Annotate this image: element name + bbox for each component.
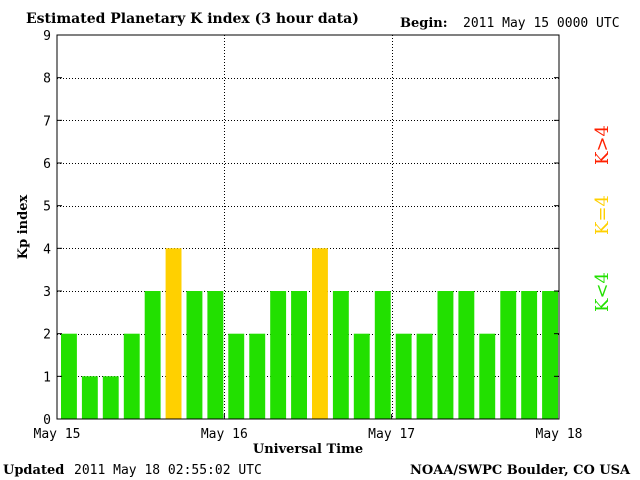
y-axis-label: Kp index — [16, 195, 31, 260]
kp-bar — [186, 291, 203, 419]
x-tick-label: May 18 — [536, 427, 583, 442]
begin-value: 2011 May 15 0000 UTC — [463, 16, 620, 31]
kp-bar — [249, 333, 266, 419]
y-tick-label: 6 — [43, 157, 51, 172]
y-axis-ticks: 0 1 2 3 4 5 6 7 8 9 — [43, 29, 559, 428]
y-tick-label: 0 — [43, 413, 51, 428]
x-axis-ticks: May 15 May 16 May 17 May 18 — [34, 414, 583, 442]
source-credit: NOAA/SWPC Boulder, CO USA — [410, 463, 631, 478]
kp-bar — [353, 333, 370, 419]
kp-bar — [542, 291, 558, 419]
kp-bar — [291, 291, 307, 419]
legend-item: K=4 — [592, 195, 613, 235]
kp-bar — [374, 291, 391, 419]
kp-bar — [416, 333, 433, 419]
y-tick-label: 7 — [43, 114, 51, 129]
kp-bar — [270, 291, 287, 419]
x-tick-label: May 17 — [368, 427, 415, 442]
x-tick-label: May 15 — [34, 427, 81, 442]
kp-bar — [165, 248, 182, 419]
begin-label: Begin: — [400, 16, 448, 31]
kp-bar — [500, 291, 517, 419]
updated-label: Updated — [3, 463, 64, 478]
grid-lines — [57, 35, 559, 419]
updated-value: 2011 May 18 02:55:02 UTC — [74, 463, 262, 478]
kp-bar — [144, 291, 161, 419]
kp-bar — [332, 291, 349, 419]
kp-bar — [458, 291, 475, 419]
kp-bar — [479, 333, 496, 419]
kp-bar — [521, 291, 538, 419]
x-tick-label: May 16 — [201, 427, 248, 442]
kp-bar — [312, 248, 328, 419]
x-axis-label: Universal Time — [253, 442, 363, 457]
chart-title: Estimated Planetary K index (3 hour data… — [26, 11, 359, 27]
legend: K>4 K=4 K<4 — [592, 125, 613, 312]
y-tick-label: 3 — [43, 285, 51, 300]
y-tick-label: 8 — [43, 72, 51, 87]
y-tick-label: 9 — [43, 29, 51, 44]
kp-bar — [395, 333, 412, 419]
legend-item: K>4 — [592, 125, 613, 165]
legend-item: K<4 — [592, 272, 613, 312]
kp-bar — [102, 376, 119, 419]
kp-bar — [123, 333, 140, 419]
kp-bar — [207, 291, 224, 419]
kp-bar — [228, 333, 245, 419]
kp-bar — [81, 376, 98, 419]
y-tick-label: 2 — [43, 328, 51, 343]
y-tick-label: 1 — [43, 370, 51, 385]
kp-bar — [61, 333, 77, 419]
bars-group — [61, 248, 558, 419]
y-tick-label: 4 — [43, 242, 51, 257]
kp-bar — [437, 291, 454, 419]
y-tick-label: 5 — [43, 200, 51, 215]
plot-frame — [56, 34, 560, 420]
